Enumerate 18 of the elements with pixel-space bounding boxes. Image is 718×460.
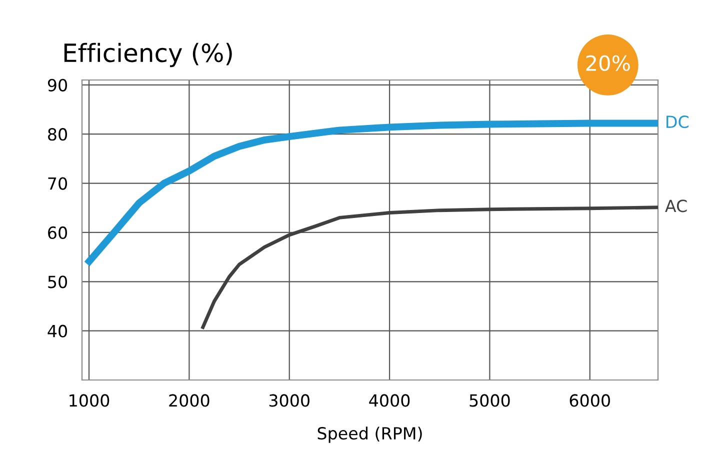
y-tick-label: 60 [48, 226, 68, 240]
x-tick-label: 4000 [369, 394, 410, 407]
x-tick-label: 1000 [70, 394, 110, 407]
y-tick-label: 40 [48, 324, 68, 338]
x-tick-label: 5000 [470, 394, 510, 407]
y-tick-label: 70 [48, 177, 68, 190]
x-tick-label: 3000 [269, 394, 310, 407]
y-tick-label: 90 [48, 78, 68, 92]
series-label: DC [666, 116, 688, 128]
annotation: 20% [586, 55, 630, 71]
y-tick-label: 50 [48, 276, 68, 288]
line-series [200, 206, 660, 331]
x-tick-label: 6000 [570, 394, 610, 407]
x-tick-label: 2000 [169, 394, 210, 407]
series-label: AC [665, 200, 687, 212]
x-axis-title: Speed (RPM) [318, 426, 422, 443]
y-tick-label: 80 [48, 128, 68, 141]
chart-title: Efficiency (%) [64, 42, 232, 68]
